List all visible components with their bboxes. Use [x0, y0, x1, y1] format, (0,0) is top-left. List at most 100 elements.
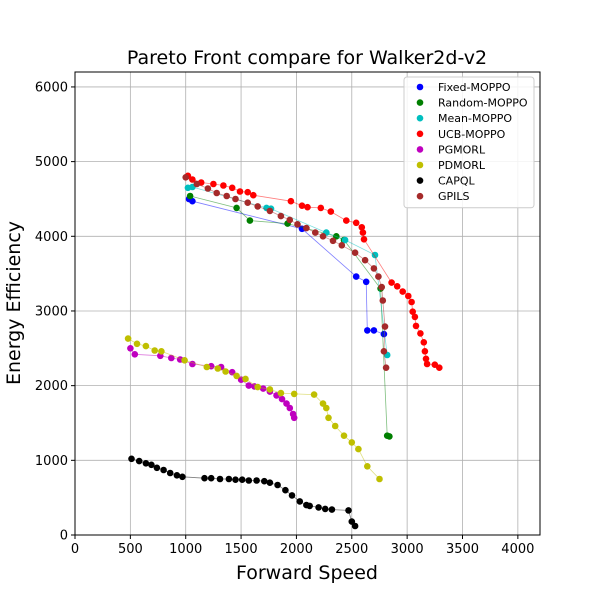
y-tick-label: 6000	[35, 80, 68, 95]
x-axis-ticks: 0 500 1000 1500 2000 2500 3000 3500 4000	[71, 535, 534, 557]
x-tick-label: 1500	[225, 542, 258, 557]
y-tick-label: 1000	[35, 454, 68, 469]
data-point-capql	[261, 477, 268, 485]
data-point-capql	[216, 475, 224, 483]
data-point-pdmorl	[355, 445, 362, 453]
data-point-pdmorl	[323, 404, 330, 412]
data-point-pdmorl	[242, 375, 249, 383]
legend-marker-capql	[416, 177, 424, 184]
data-point-fixed-moppo	[352, 273, 360, 280]
data-point-gpils	[382, 364, 390, 372]
data-point-capql	[153, 464, 161, 472]
data-point-pdmorl	[254, 383, 261, 391]
legend-box	[403, 76, 535, 209]
data-point-ucb-moppo	[399, 288, 407, 295]
data-point-pdmorl	[133, 340, 141, 348]
x-tick-label: 2500	[335, 542, 368, 557]
data-point-ucb-moppo	[304, 203, 311, 211]
data-point-pdmorl	[310, 391, 318, 398]
x-tick-label: 3500	[446, 542, 479, 557]
data-point-pdmorl	[158, 348, 165, 355]
data-point-ucb-moppo	[411, 313, 419, 321]
data-point-ucb-moppo	[417, 330, 424, 337]
data-point-ucb-moppo	[244, 188, 251, 196]
data-point-ucb-moppo	[422, 355, 430, 363]
data-point-capql	[173, 472, 181, 479]
x-tick-label: 2000	[280, 542, 313, 557]
data-point-ucb-moppo	[421, 348, 429, 355]
data-point-ucb-moppo	[298, 202, 306, 209]
data-point-ucb-moppo	[236, 188, 244, 195]
data-point-capql	[201, 474, 208, 482]
data-point-capql	[282, 486, 289, 494]
data-point-ucb-moppo	[189, 176, 196, 183]
x-tick-label: 500	[118, 542, 143, 557]
chart-title: Pareto Front compare for Walker2d-v2	[127, 47, 487, 69]
plot-frame	[74, 71, 541, 536]
data-point-gpils	[254, 203, 261, 210]
data-point-capql	[238, 476, 246, 484]
data-point-ucb-moppo	[408, 298, 415, 306]
data-point-gpils	[329, 237, 337, 245]
series-capql	[128, 455, 359, 530]
data-point-ucb-moppo	[423, 360, 431, 368]
data-point-capql	[274, 481, 281, 489]
data-point-ucb-moppo	[287, 197, 295, 205]
legend-marker-mean-moppo	[416, 114, 424, 122]
x-tick-label: 1000	[169, 542, 202, 557]
legend-marker-pdmorl	[416, 161, 424, 169]
data-point-random-moppo	[233, 204, 240, 212]
data-point-pdmorl	[214, 365, 222, 372]
data-point-capql	[179, 473, 186, 481]
data-point-pgmorl	[245, 382, 253, 389]
y-axis-ticks: 0 1000 2000 3000 4000 5000 6000	[35, 80, 75, 544]
data-point-gpils	[361, 256, 369, 264]
data-point-gpils	[182, 174, 189, 181]
data-point-ucb-moppo	[327, 208, 335, 215]
legend-label-pgmorl: PGMORL	[438, 143, 486, 156]
y-tick-label: 4000	[35, 230, 68, 245]
data-point-pgmorl	[127, 345, 134, 352]
data-point-fixed-moppo	[362, 278, 370, 286]
data-point-ucb-moppo	[360, 236, 368, 243]
data-point-gpils	[223, 192, 230, 200]
y-tick-label: 2000	[35, 379, 68, 394]
series-gpils	[182, 174, 390, 372]
data-point-gpils	[338, 242, 346, 249]
data-point-pgmorl	[259, 385, 267, 392]
data-point-gpils	[381, 323, 389, 330]
data-point-capql	[288, 492, 296, 499]
data-point-gpils	[379, 297, 387, 304]
data-point-capql	[160, 466, 167, 474]
data-point-pdmorl	[325, 414, 332, 422]
data-point-pgmorl	[290, 414, 298, 422]
data-point-gpils	[319, 233, 327, 240]
data-point-gpils	[204, 185, 212, 192]
data-point-capql	[142, 460, 150, 467]
data-point-gpils	[213, 189, 220, 197]
data-point-capql	[306, 502, 314, 510]
legend-label-ucb-moppo: UCB-MOPPO	[438, 128, 506, 141]
data-point-pdmorl	[331, 422, 339, 430]
x-tick-label: 3000	[391, 542, 424, 557]
data-point-capql	[135, 457, 143, 465]
data-point-ucb-moppo	[359, 229, 367, 236]
data-point-gpils	[232, 195, 239, 203]
data-point-pgmorl	[168, 354, 175, 362]
data-point-capql	[321, 505, 329, 513]
data-point-capql	[253, 477, 260, 484]
data-point-ucb-moppo	[228, 184, 236, 192]
data-point-capql	[166, 469, 174, 477]
data-point-gpils	[351, 249, 359, 256]
data-point-pgmorl	[286, 404, 294, 412]
y-tick-label: 0	[60, 529, 68, 544]
y-tick-label: 3000	[35, 304, 68, 319]
data-point-capql	[345, 507, 352, 514]
data-point-random-moppo	[186, 192, 194, 200]
data-point-fixed-moppo	[370, 327, 378, 334]
data-point-random-moppo	[386, 433, 393, 440]
data-point-pdmorl	[277, 389, 285, 397]
data-point-capql	[232, 476, 239, 484]
data-point-pdmorl	[151, 347, 158, 354]
data-point-random-moppo	[246, 217, 254, 224]
